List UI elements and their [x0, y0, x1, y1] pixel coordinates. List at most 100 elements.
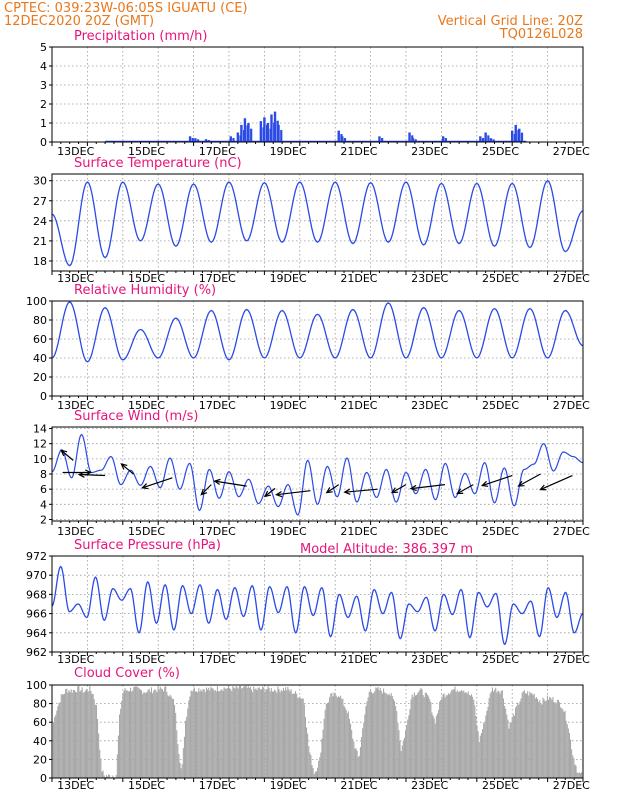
- precip-bar: [408, 132, 411, 142]
- cloud-bar: [480, 733, 482, 778]
- cloud-bar: [557, 700, 559, 778]
- cloud-bar: [227, 685, 229, 778]
- x-tick-label: 17DEC: [199, 399, 236, 412]
- y-tick-label: 4: [40, 60, 47, 73]
- cloud-bar: [66, 688, 68, 778]
- cloud-bar: [577, 772, 579, 778]
- cloud-bar: [279, 692, 281, 778]
- cloud-bar: [270, 688, 272, 778]
- panel-frame: [51, 173, 584, 272]
- header-grid-line: Vertical Grid Line: 20Z: [438, 14, 583, 29]
- cloud-bar: [160, 688, 162, 778]
- cloud-bar: [226, 687, 228, 778]
- cloud-bar: [177, 744, 179, 778]
- y-tick-label: 14: [33, 423, 47, 436]
- cloud-bar: [56, 710, 58, 778]
- cloud-bar: [53, 722, 55, 778]
- cloud-bar: [445, 695, 447, 778]
- cloud-bar: [418, 691, 420, 778]
- cloud-bar: [428, 696, 430, 778]
- precip-bar: [444, 138, 447, 142]
- cloud-bar: [443, 693, 445, 778]
- cloud-bar: [119, 714, 121, 778]
- cloud-bar: [157, 686, 159, 778]
- cloud-bar: [167, 695, 169, 778]
- cloud-bar: [347, 711, 349, 778]
- cloud-bar: [158, 689, 160, 778]
- cloud-bar: [538, 701, 540, 778]
- cloud-bar: [103, 775, 105, 778]
- cloud-bar: [144, 692, 146, 778]
- cloud-bar: [262, 686, 264, 778]
- cloud-bar: [120, 708, 122, 778]
- cloud-bar: [313, 774, 315, 778]
- y-tick-label: 0: [40, 390, 47, 403]
- y-tick-label: 972: [26, 550, 47, 563]
- cloud-bar: [563, 711, 565, 778]
- cloud-bar: [320, 752, 322, 778]
- cloud-bar: [367, 697, 369, 778]
- cloud-bar: [175, 712, 177, 778]
- cloud-bar: [336, 697, 338, 778]
- cloud-bar: [275, 690, 277, 778]
- precip-bar: [381, 138, 384, 142]
- y-tick-label: 1: [40, 117, 47, 130]
- y-tick-label: 4: [40, 498, 47, 511]
- wind-arrow-head: [77, 471, 85, 478]
- wind-arrow: [326, 484, 340, 494]
- cloud-bar: [329, 697, 331, 778]
- cloud-bar: [449, 694, 451, 778]
- precip-bar: [240, 124, 243, 142]
- cloud-bar: [330, 693, 332, 778]
- cloud-bar: [486, 710, 488, 778]
- cloud-bar: [233, 687, 235, 778]
- cloud-bar: [229, 688, 231, 778]
- header-run-time: 12DEC2020 20Z (GMT): [4, 14, 154, 29]
- cloud-bar: [430, 701, 432, 778]
- cloud-bar: [407, 719, 409, 778]
- wind-arrow: [121, 463, 134, 475]
- x-tick-label: 25DEC: [482, 145, 519, 158]
- cloud-bar: [381, 693, 383, 778]
- cloud-bar: [395, 706, 397, 778]
- cloud-bar: [358, 755, 360, 778]
- x-tick-label: 15DEC: [128, 653, 165, 666]
- cloud-bar: [148, 689, 150, 778]
- cloud-bar: [300, 698, 302, 778]
- cloud-bar: [581, 772, 583, 778]
- cloud-bar: [508, 728, 510, 778]
- cloud-bar: [295, 691, 297, 778]
- cloud-bar: [125, 690, 127, 778]
- cloud-bar: [265, 689, 267, 778]
- cloud-bar: [321, 738, 323, 778]
- wind-arrow: [456, 484, 474, 495]
- cloud-bar: [290, 689, 292, 778]
- cloud-bar: [531, 693, 533, 778]
- cloud-bar: [519, 701, 521, 778]
- wind-arrow-head: [60, 449, 68, 457]
- panel-frame: [51, 300, 584, 397]
- cloud-bar: [285, 687, 287, 778]
- header-model-id: TQ0126L028: [499, 27, 583, 42]
- cloud-bar: [172, 699, 174, 778]
- cloud-bar: [137, 687, 139, 778]
- precip-bar: [492, 139, 495, 142]
- cloud-bar: [308, 746, 310, 778]
- cloud-bar: [537, 698, 539, 778]
- cloud-bar: [232, 686, 234, 778]
- cloud-bar: [240, 685, 242, 778]
- x-tick-label: 17DEC: [199, 653, 236, 666]
- cloud-bar: [334, 693, 336, 778]
- panel-precipitation: 0 1 2 3 4 5 13DEC 15DEC 17DEC 19DEC 21DEC 23DEC 25DE…: [40, 29, 590, 158]
- x-tick-label: 23DEC: [411, 653, 448, 666]
- y-tick-label: 2: [40, 98, 47, 111]
- cloud-bar: [506, 714, 508, 778]
- cloud-bar: [505, 708, 507, 778]
- cloud-bar: [126, 690, 128, 778]
- cloud-bar: [384, 692, 386, 778]
- cloud-bar: [269, 691, 271, 778]
- cloud-bar: [152, 693, 154, 778]
- cloud-bar: [76, 692, 78, 778]
- cloud-bar: [450, 692, 452, 778]
